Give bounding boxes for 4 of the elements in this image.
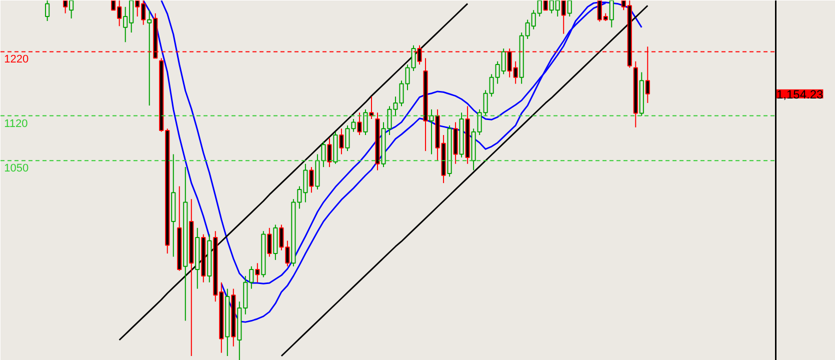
ref-line-label: 1120 — [4, 118, 28, 130]
ref-line-label: 1220 — [4, 54, 29, 66]
ref-line-label: 1050 — [4, 162, 29, 175]
text: 1,154.23 — [776, 87, 824, 102]
